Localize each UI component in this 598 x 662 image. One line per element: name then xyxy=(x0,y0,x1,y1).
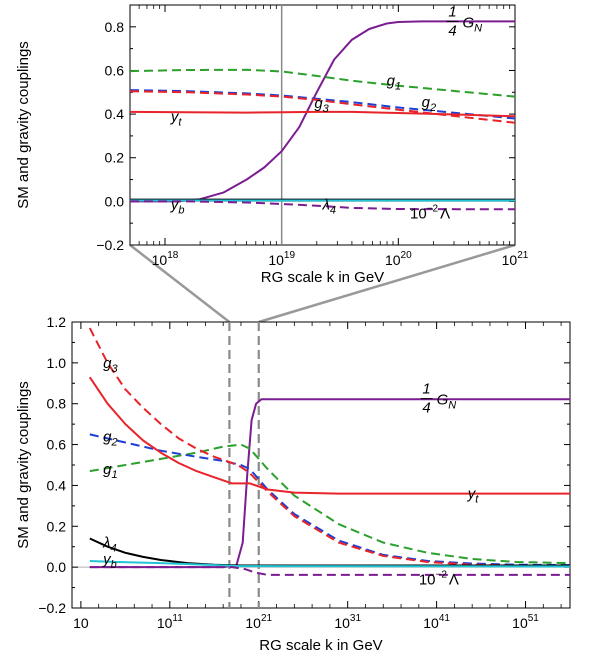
y-axis-title: SM and gravity couplings xyxy=(15,381,32,549)
y-tick-label: 1.2 xyxy=(47,314,67,330)
zoom-connector-lines xyxy=(129,243,516,324)
y-tick-label: 0.0 xyxy=(47,559,67,575)
x-tick-label: 1041 xyxy=(423,613,450,631)
x-axis-title: RG scale k in GeV xyxy=(259,637,382,654)
annotation-label: g2 xyxy=(422,94,436,114)
annotation-label: g3 xyxy=(314,95,329,115)
x-tick-label: 1021 xyxy=(245,613,272,631)
y-tick-label: 0.4 xyxy=(105,106,125,122)
y-tick-label: 0.4 xyxy=(47,477,67,493)
y-tick-label: 0.0 xyxy=(105,193,125,209)
annotation-label: yt xyxy=(467,486,480,506)
y-tick-label: −0.2 xyxy=(96,237,124,253)
annotation-label: 10−2 Λ xyxy=(419,569,459,588)
series-group xyxy=(88,327,570,576)
vlines xyxy=(228,322,260,608)
plot-frame xyxy=(129,4,516,246)
annotation-label: λ4 xyxy=(102,535,117,555)
zoom-connector-left xyxy=(129,244,231,323)
top-chart: −0.2 0.0 0.2 0.4 0.6 0.8 1018 1019 1020 1021 RG sc… xyxy=(15,3,529,286)
series-line xyxy=(130,68,515,98)
series-line xyxy=(89,566,570,576)
annotation-label: GN xyxy=(437,392,457,412)
annotation-label: 10−2 Λ xyxy=(410,203,450,222)
y-tick-label: 0.6 xyxy=(105,62,125,78)
y-tick-label: 0.8 xyxy=(105,19,125,35)
series-line xyxy=(88,376,570,495)
series-line xyxy=(88,327,570,568)
series-line xyxy=(130,89,515,120)
annotation-label: yb xyxy=(170,197,185,217)
series-line xyxy=(89,560,570,568)
x-tick-label: 1011 xyxy=(157,613,183,631)
annotations: 1 4 GN g1 g2 g3 yt yb λ4 10−2 Λ xyxy=(170,3,482,222)
annotation-label: g1 xyxy=(387,72,401,92)
y-tick-label: 0.2 xyxy=(47,518,67,534)
y-tick-label: 0.2 xyxy=(105,150,125,166)
annotation-label: g2 xyxy=(103,428,117,448)
y-tick-label: 0.6 xyxy=(47,437,67,453)
x-tick-label: 1020 xyxy=(385,250,412,268)
annotation-fraction-numerator: 1 xyxy=(422,381,430,398)
y-tick-label: 0.8 xyxy=(47,396,67,412)
x-tick-label: 1019 xyxy=(268,250,295,268)
x-axis-title: RG scale k in GeV xyxy=(261,269,384,286)
annotation-fraction-denominator: 4 xyxy=(448,22,456,39)
annotation-label: GN xyxy=(463,14,483,34)
series-line xyxy=(89,433,570,567)
bottom-chart: −0.2 0.0 0.2 0.4 0.6 0.8 1.0 1.2 10 1011 1021 1031 1… xyxy=(15,314,571,654)
y-tick-label: 1.0 xyxy=(47,355,67,371)
annotation-label: yt xyxy=(170,108,183,128)
series-line xyxy=(130,110,515,118)
y-axis-title: SM and gravity couplings xyxy=(15,41,32,209)
series-group xyxy=(130,20,515,211)
zoom-connector-right xyxy=(258,243,516,324)
annotation-fraction-denominator: 4 xyxy=(422,400,430,417)
annotation-label: yb xyxy=(102,551,117,571)
x-tick-label: 1021 xyxy=(502,250,529,268)
y-tick-label: −0.2 xyxy=(38,600,66,616)
x-tick-label: 1051 xyxy=(512,613,539,631)
x-tick-label: 1018 xyxy=(152,250,179,268)
annotation-label: λ4 xyxy=(322,197,337,217)
series-line xyxy=(130,20,515,203)
series-line xyxy=(130,200,515,211)
x-tick-label: 1031 xyxy=(334,613,361,631)
x-tick-label: 10 xyxy=(73,615,89,631)
annotation-fraction-numerator: 1 xyxy=(448,3,456,20)
annotation-label: g1 xyxy=(103,461,117,481)
annotation-label: g3 xyxy=(103,355,118,375)
series-line xyxy=(89,443,570,565)
